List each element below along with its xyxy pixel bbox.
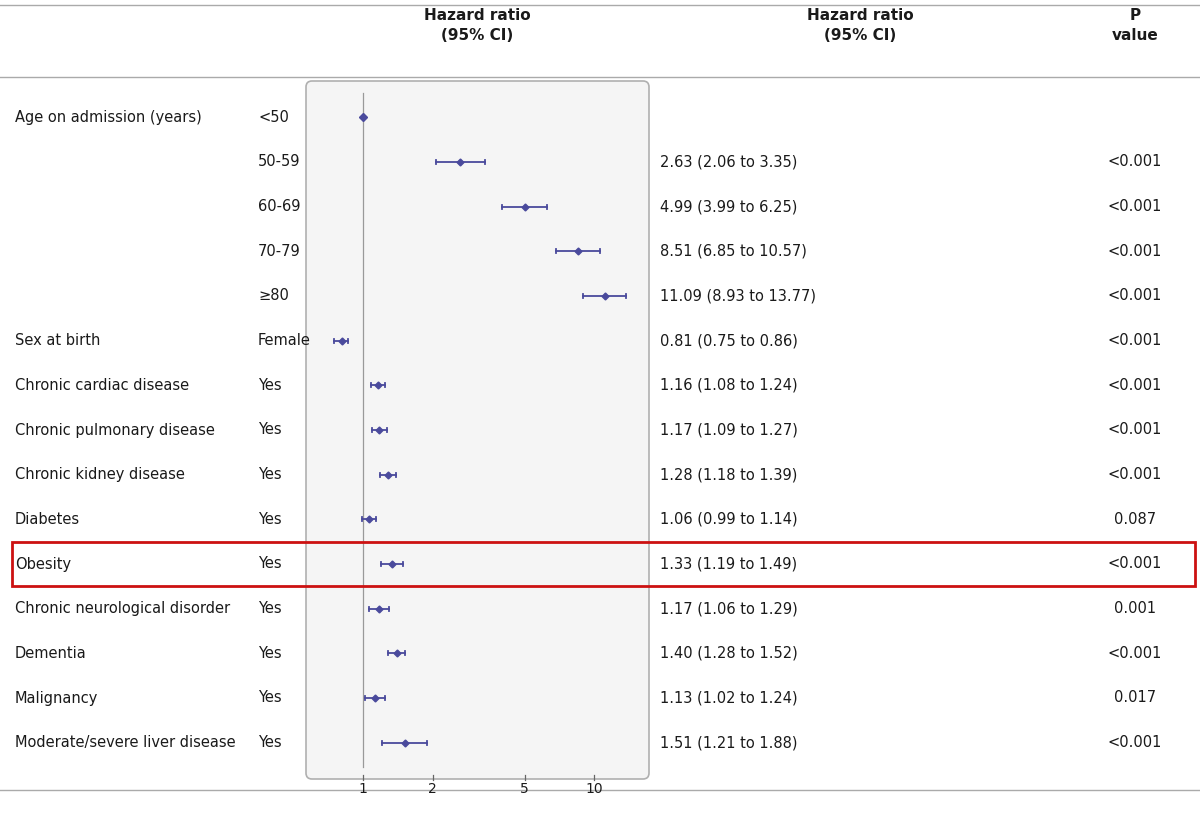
Text: <0.001: <0.001 <box>1108 199 1162 214</box>
Text: 5: 5 <box>521 782 529 796</box>
Text: Yes: Yes <box>258 512 282 527</box>
Text: Chronic kidney disease: Chronic kidney disease <box>14 467 185 482</box>
Text: Yes: Yes <box>258 646 282 661</box>
Text: Yes: Yes <box>258 735 282 750</box>
Text: Chronic pulmonary disease: Chronic pulmonary disease <box>14 422 215 437</box>
Text: <0.001: <0.001 <box>1108 289 1162 304</box>
Text: Chronic cardiac disease: Chronic cardiac disease <box>14 378 190 393</box>
Text: <0.001: <0.001 <box>1108 378 1162 393</box>
Text: 50-59: 50-59 <box>258 154 300 169</box>
Text: Hazard ratio
(95% CI): Hazard ratio (95% CI) <box>424 8 530 43</box>
Text: Yes: Yes <box>258 601 282 616</box>
Text: 4.99 (3.99 to 6.25): 4.99 (3.99 to 6.25) <box>660 199 797 214</box>
Text: <0.001: <0.001 <box>1108 333 1162 348</box>
Text: 0.087: 0.087 <box>1114 512 1156 527</box>
FancyBboxPatch shape <box>306 81 649 779</box>
Text: Moderate/severe liver disease: Moderate/severe liver disease <box>14 735 235 750</box>
Text: Malignancy: Malignancy <box>14 691 98 705</box>
Text: 1.16 (1.08 to 1.24): 1.16 (1.08 to 1.24) <box>660 378 798 393</box>
Text: 1.33 (1.19 to 1.49): 1.33 (1.19 to 1.49) <box>660 557 797 572</box>
Text: <0.001: <0.001 <box>1108 467 1162 482</box>
Text: <0.001: <0.001 <box>1108 557 1162 572</box>
Text: Female: Female <box>258 333 311 348</box>
Text: 1.06 (0.99 to 1.14): 1.06 (0.99 to 1.14) <box>660 512 798 527</box>
Text: 1: 1 <box>359 782 367 796</box>
Text: 1.17 (1.06 to 1.29): 1.17 (1.06 to 1.29) <box>660 601 798 616</box>
Text: <0.001: <0.001 <box>1108 244 1162 259</box>
Text: <0.001: <0.001 <box>1108 735 1162 750</box>
Text: 1.40 (1.28 to 1.52): 1.40 (1.28 to 1.52) <box>660 646 798 661</box>
Text: Diabetes: Diabetes <box>14 512 80 527</box>
Text: 8.51 (6.85 to 10.57): 8.51 (6.85 to 10.57) <box>660 244 806 259</box>
Text: Obesity: Obesity <box>14 557 71 572</box>
Text: 2.63 (2.06 to 3.35): 2.63 (2.06 to 3.35) <box>660 154 797 169</box>
Text: <0.001: <0.001 <box>1108 154 1162 169</box>
Text: 1.28 (1.18 to 1.39): 1.28 (1.18 to 1.39) <box>660 467 797 482</box>
Text: Chronic neurological disorder: Chronic neurological disorder <box>14 601 230 616</box>
Text: Yes: Yes <box>258 422 282 437</box>
Text: 70-79: 70-79 <box>258 244 301 259</box>
Text: Yes: Yes <box>258 378 282 393</box>
Text: <50: <50 <box>258 110 289 125</box>
Text: 10: 10 <box>586 782 604 796</box>
Text: Yes: Yes <box>258 691 282 705</box>
Text: Yes: Yes <box>258 467 282 482</box>
Text: 1.13 (1.02 to 1.24): 1.13 (1.02 to 1.24) <box>660 691 798 705</box>
Text: ≥80: ≥80 <box>258 289 289 304</box>
Text: 0.81 (0.75 to 0.86): 0.81 (0.75 to 0.86) <box>660 333 798 348</box>
Bar <box>12 542 1195 587</box>
Text: 60-69: 60-69 <box>258 199 300 214</box>
Text: 2: 2 <box>428 782 437 796</box>
Text: Hazard ratio
(95% CI): Hazard ratio (95% CI) <box>806 8 913 43</box>
Text: Sex at birth: Sex at birth <box>14 333 101 348</box>
Text: Dementia: Dementia <box>14 646 86 661</box>
Text: 11.09 (8.93 to 13.77): 11.09 (8.93 to 13.77) <box>660 289 816 304</box>
Text: 0.001: 0.001 <box>1114 601 1156 616</box>
Text: 1.51 (1.21 to 1.88): 1.51 (1.21 to 1.88) <box>660 735 798 750</box>
Text: Age on admission (years): Age on admission (years) <box>14 110 202 125</box>
Text: <0.001: <0.001 <box>1108 422 1162 437</box>
Text: 0.017: 0.017 <box>1114 691 1156 705</box>
Text: <0.001: <0.001 <box>1108 646 1162 661</box>
Text: Yes: Yes <box>258 557 282 572</box>
Text: P
value: P value <box>1111 8 1158 43</box>
Text: 1.17 (1.09 to 1.27): 1.17 (1.09 to 1.27) <box>660 422 798 437</box>
